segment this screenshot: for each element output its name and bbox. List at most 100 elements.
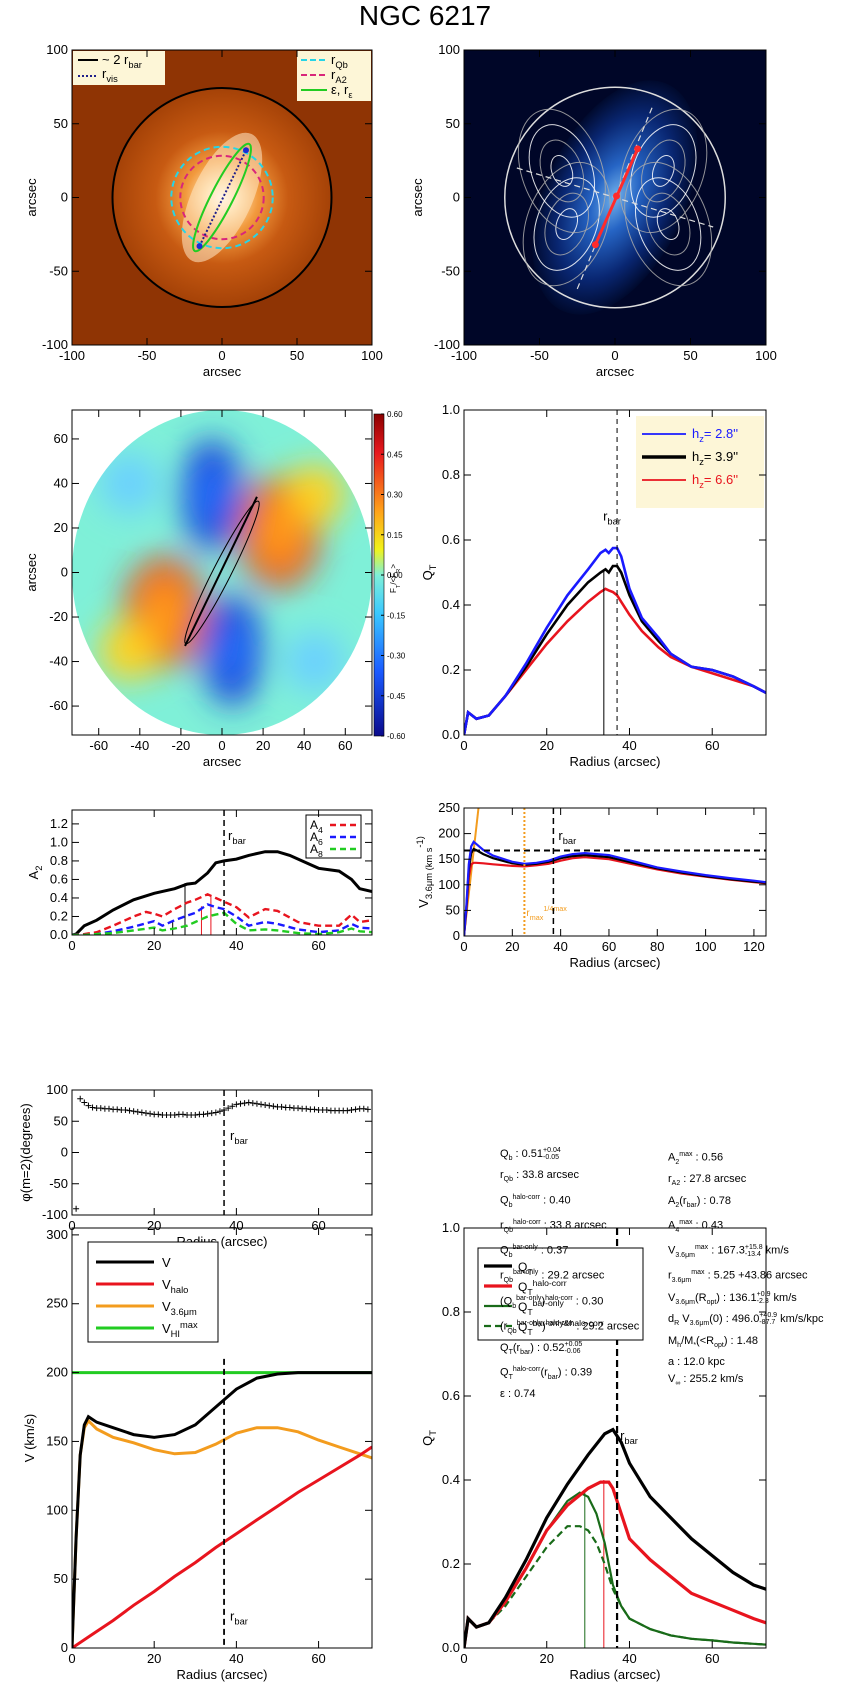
series-line-1 — [464, 564, 766, 735]
y-tick-label: 0.0 — [50, 927, 68, 942]
label-part: z — [699, 434, 704, 444]
bar-marker — [591, 241, 599, 249]
phase-point — [364, 1106, 371, 1113]
phase-point — [237, 1100, 244, 1107]
phase-point — [266, 1102, 273, 1109]
y-tick-label: 0.4 — [50, 890, 68, 905]
label-part: h — [692, 472, 699, 487]
param-line: rQbhalo-corr : 33.8 arcsec — [500, 1219, 607, 1234]
x-axis-label: Radius (arcsec) — [569, 1667, 660, 1682]
param-line: r3.6μmmax : 5.25 +43.86 arcsec — [668, 1269, 808, 1285]
contour — [533, 177, 600, 271]
bar-circle — [111, 87, 333, 308]
rmax-label: rmax1/4max — [526, 904, 567, 922]
x-tick-label: 100 — [361, 348, 383, 363]
y-tick-label: 0.2 — [442, 1556, 460, 1571]
phase-point — [270, 1103, 277, 1110]
x-tick-label: 60 — [705, 738, 719, 753]
plot-frame — [463, 807, 767, 937]
x-tick-label: 20 — [256, 738, 270, 753]
series-line-2 — [464, 856, 766, 936]
legend-label: ~ 2 rbar — [102, 52, 142, 70]
label-part: r — [102, 66, 107, 81]
y-tick-label: -100 — [42, 1207, 68, 1222]
x-tick-label: 100 — [695, 939, 717, 954]
phase-point — [130, 1108, 137, 1115]
label-part: halo — [171, 1285, 189, 1295]
colorbar-tick-label: -0.60 — [387, 732, 406, 741]
phase-point — [344, 1107, 351, 1114]
x-tick-label: -40 — [130, 738, 149, 753]
rvis-line — [198, 149, 247, 247]
y-tick-label: -60 — [49, 698, 68, 713]
phase-point — [253, 1100, 260, 1107]
legend-box-right — [297, 51, 371, 101]
param-line: rQb : 33.8 arcsec — [500, 1169, 580, 1184]
contour — [539, 139, 585, 203]
param-line: Mh/M*(<Ropt) : 1.48 — [668, 1334, 759, 1349]
y-tick-label: 0.4 — [442, 597, 460, 612]
y-tick-label: 100 — [46, 1502, 68, 1517]
label-part: A — [310, 842, 318, 856]
bar-marker — [634, 145, 642, 153]
label-part: 4 — [318, 825, 323, 835]
phase-point — [200, 1111, 207, 1118]
contour — [528, 124, 595, 218]
y-tick-label: 0 — [453, 190, 460, 205]
y-axis-label: V (km/s) — [22, 1414, 37, 1462]
figure-title: NGC 6217 — [358, 0, 492, 31]
plot-frame — [463, 409, 767, 736]
y-tick-label: 150 — [438, 851, 460, 866]
plot-frame — [463, 1227, 767, 1649]
colorbar-tick-label: -0.45 — [387, 692, 406, 701]
y-tick-label: -100 — [434, 337, 460, 352]
legend-label: Vhalo — [162, 1277, 188, 1295]
phase-point — [204, 1110, 211, 1117]
map-lobe — [216, 620, 249, 681]
map-lobe — [99, 453, 160, 514]
x-tick-label: 40 — [229, 1218, 243, 1233]
x-tick-label: 80 — [650, 939, 664, 954]
phase-point — [192, 1112, 199, 1118]
phase-point — [303, 1105, 310, 1112]
legend-label: hz= 2.8'' — [692, 426, 738, 444]
x-tick-label: 20 — [505, 939, 519, 954]
x-tick-label: 60 — [311, 1218, 325, 1233]
bar-axis-line — [576, 105, 654, 290]
label-part: 3.6μm — [171, 1307, 197, 1317]
label-part: arcsec — [24, 553, 39, 592]
y-tick-label: 0.8 — [50, 853, 68, 868]
label-part: A2 — [335, 75, 346, 85]
x-tick-label: 40 — [622, 1651, 636, 1666]
legend-label: rA2 — [331, 67, 347, 85]
x-tick-label: 40 — [622, 738, 636, 753]
param-line: A2max : 0.56 — [668, 1151, 724, 1166]
legend-label: V3.6μm — [162, 1299, 197, 1317]
contour — [645, 192, 691, 256]
rbar-label: rbar — [603, 509, 621, 527]
param-line: QThalo-corr(rbar) : 0.39 — [500, 1366, 593, 1382]
y-tick-label: 1.0 — [442, 402, 460, 417]
map-lobe — [139, 574, 190, 651]
phase-point — [249, 1100, 256, 1107]
legend-box — [87, 1241, 219, 1343]
phase-point — [105, 1105, 112, 1112]
param-line: Qb : 0.51+0.04 -0.05 — [500, 1147, 561, 1163]
param-line: V∞ : 255.2 km/s — [668, 1373, 744, 1388]
label-part: V — [162, 1299, 171, 1314]
y-tick-label: 0.4 — [442, 1472, 460, 1487]
phase-point — [360, 1105, 367, 1112]
legend-label: QTbar-only&halo-corr — [518, 1318, 604, 1337]
map-lobe — [254, 494, 305, 571]
label-part: arcsec — [24, 178, 39, 217]
y-tick-label: -50 — [49, 1176, 68, 1191]
param-line: dR V3.6μm(0) : 496.0+40.9 -87.7 km/s/kpc — [668, 1312, 824, 1328]
phase-point — [241, 1100, 248, 1107]
y-tick-label: 300 — [46, 1227, 68, 1242]
y-tick-label: 0 — [61, 565, 68, 580]
legend-label: QTbar-only — [518, 1298, 564, 1317]
legend-label: VHImax — [162, 1320, 198, 1339]
phase-point — [295, 1105, 302, 1112]
